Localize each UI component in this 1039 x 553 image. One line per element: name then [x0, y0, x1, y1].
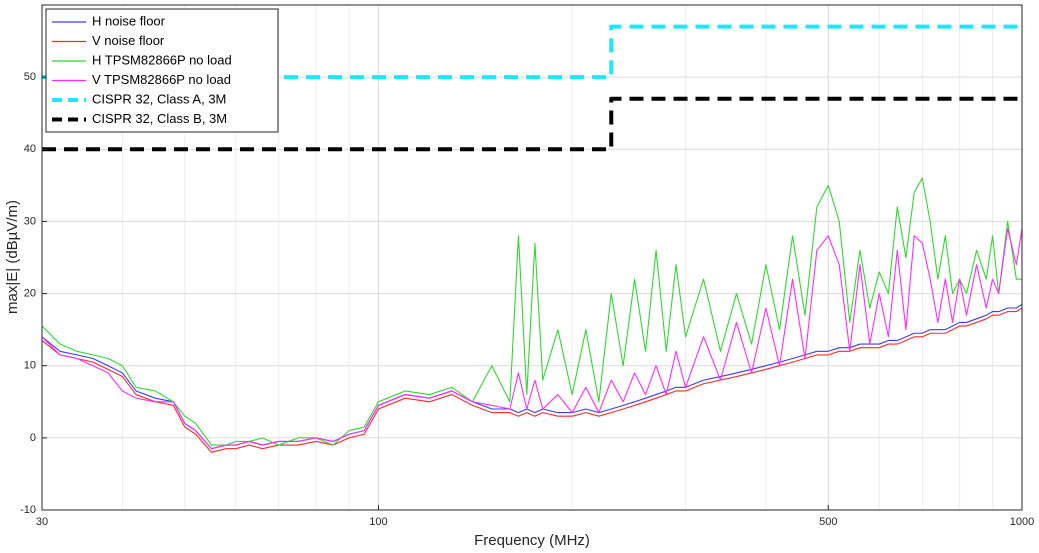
plot-frame — [41, 4, 1023, 511]
series-line — [41, 177, 1022, 446]
x-tick-label: 1000 — [1010, 516, 1034, 528]
series-line — [42, 24, 1022, 80]
x-axis-label: Frequency (MHz) — [474, 532, 590, 549]
series-line — [41, 307, 1023, 453]
ticks: -10 0 10 20 30 40 50 30 100 500 1000 — [20, 71, 1034, 528]
legend-entry: V noise floor — [92, 33, 165, 48]
x-tick-label: 500 — [819, 516, 837, 528]
lines — [41, 24, 1023, 453]
legend-entry: CISPR 32, Class A, 3M — [92, 91, 226, 106]
y-tick-label: 0 — [30, 432, 36, 444]
y-tick-label: 10 — [24, 360, 36, 372]
y-tick-label: -10 — [20, 504, 36, 516]
y-tick-label: 30 — [24, 215, 36, 227]
x-tick-label: 30 — [36, 516, 48, 528]
y-tick-label: 20 — [24, 287, 36, 299]
series-line — [42, 96, 1022, 152]
legend-box — [45, 8, 279, 133]
series-line — [41, 228, 1023, 450]
legend: H noise floor V noise floor H TPSM82866P n… — [45, 8, 279, 133]
y-axis-label: max|E| (dBµV/m) — [4, 200, 21, 314]
legend-entry: V TPSM82866P no load — [92, 72, 231, 87]
y-tick-label: 40 — [24, 143, 36, 155]
y-tick-label: 50 — [24, 71, 36, 83]
x-tick-label: 100 — [369, 516, 387, 528]
legend-entry: CISPR 32, Class B, 3M — [92, 111, 227, 126]
legend-entry: H noise floor — [92, 13, 166, 28]
legend-entry: H TPSM82866P no load — [92, 52, 232, 67]
